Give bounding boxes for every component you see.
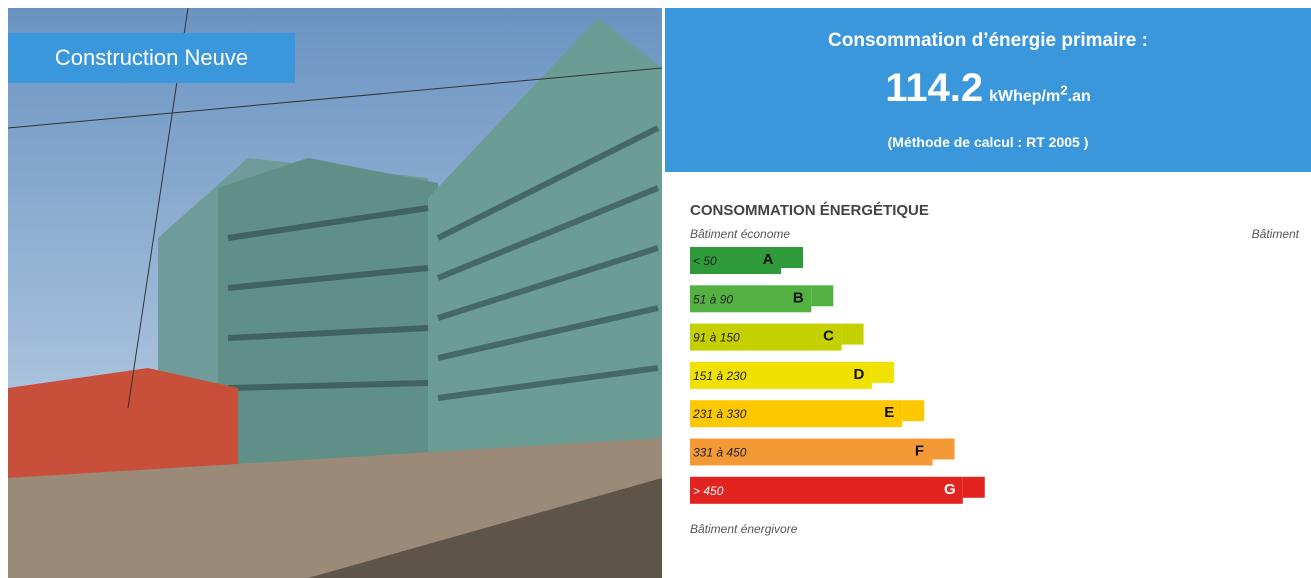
consumption-value: 114.2	[885, 66, 983, 110]
class-letter: B	[793, 289, 804, 306]
class-bar-tab	[933, 439, 955, 460]
photo-badge: Construction Neuve	[8, 33, 295, 83]
class-letter: G	[944, 481, 956, 498]
consumption-unit: kWhep/m2.an	[989, 88, 1091, 105]
class-range: < 50	[693, 254, 717, 268]
class-bar-tab	[963, 477, 985, 498]
class-bar-tab	[872, 362, 894, 383]
top-note: Bâtiment économe	[690, 227, 790, 241]
class-range: 51 à 90	[693, 292, 733, 306]
energy-scale: < 50 A 51 à 90 B 91 à 150 C 151 à 230 D 231 à 33…	[690, 245, 1090, 515]
class-bar-tab	[902, 400, 924, 421]
bottom-note: Bâtiment énergivore	[690, 522, 797, 536]
class-letter: D	[853, 366, 864, 383]
class-letter: E	[884, 404, 894, 421]
class-bar-tab	[842, 324, 864, 345]
class-bar	[690, 477, 963, 504]
class-letter: A	[763, 251, 774, 268]
class-range: > 450	[693, 484, 724, 498]
class-range: 231 à 330	[692, 407, 747, 421]
class-range: 151 à 230	[693, 369, 747, 383]
label-title: CONSOMMATION ÉNERGÉTIQUE	[690, 202, 929, 219]
class-letter: C	[823, 328, 834, 345]
class-bar-tab	[781, 247, 803, 268]
unit-exponent: 2	[1060, 83, 1067, 98]
header-value: 114.2 kWhep/m2.an	[665, 66, 1311, 111]
unit-text: kWhep/m	[989, 88, 1060, 105]
right-note: Bâtiment	[1252, 227, 1299, 241]
class-letter: F	[915, 443, 924, 460]
building-photo	[8, 8, 662, 578]
root: {"photo_badge": "Construction Neuve", "h…	[0, 0, 1311, 578]
header-title: Consommation d’énergie primaire :	[665, 30, 1311, 52]
class-range: 331 à 450	[693, 446, 747, 460]
page: html, body { margin: 0; padding: 0; } bo…	[0, 0, 1311, 578]
header-method: (Méthode de calcul : RT 2005 )	[665, 134, 1311, 150]
energy-header: Consommation d’énergie primaire : 114.2 k…	[665, 8, 1311, 172]
unit-suffix: .an	[1068, 88, 1091, 105]
class-range: 91 à 150	[693, 331, 740, 345]
class-bar-tab	[811, 285, 833, 306]
